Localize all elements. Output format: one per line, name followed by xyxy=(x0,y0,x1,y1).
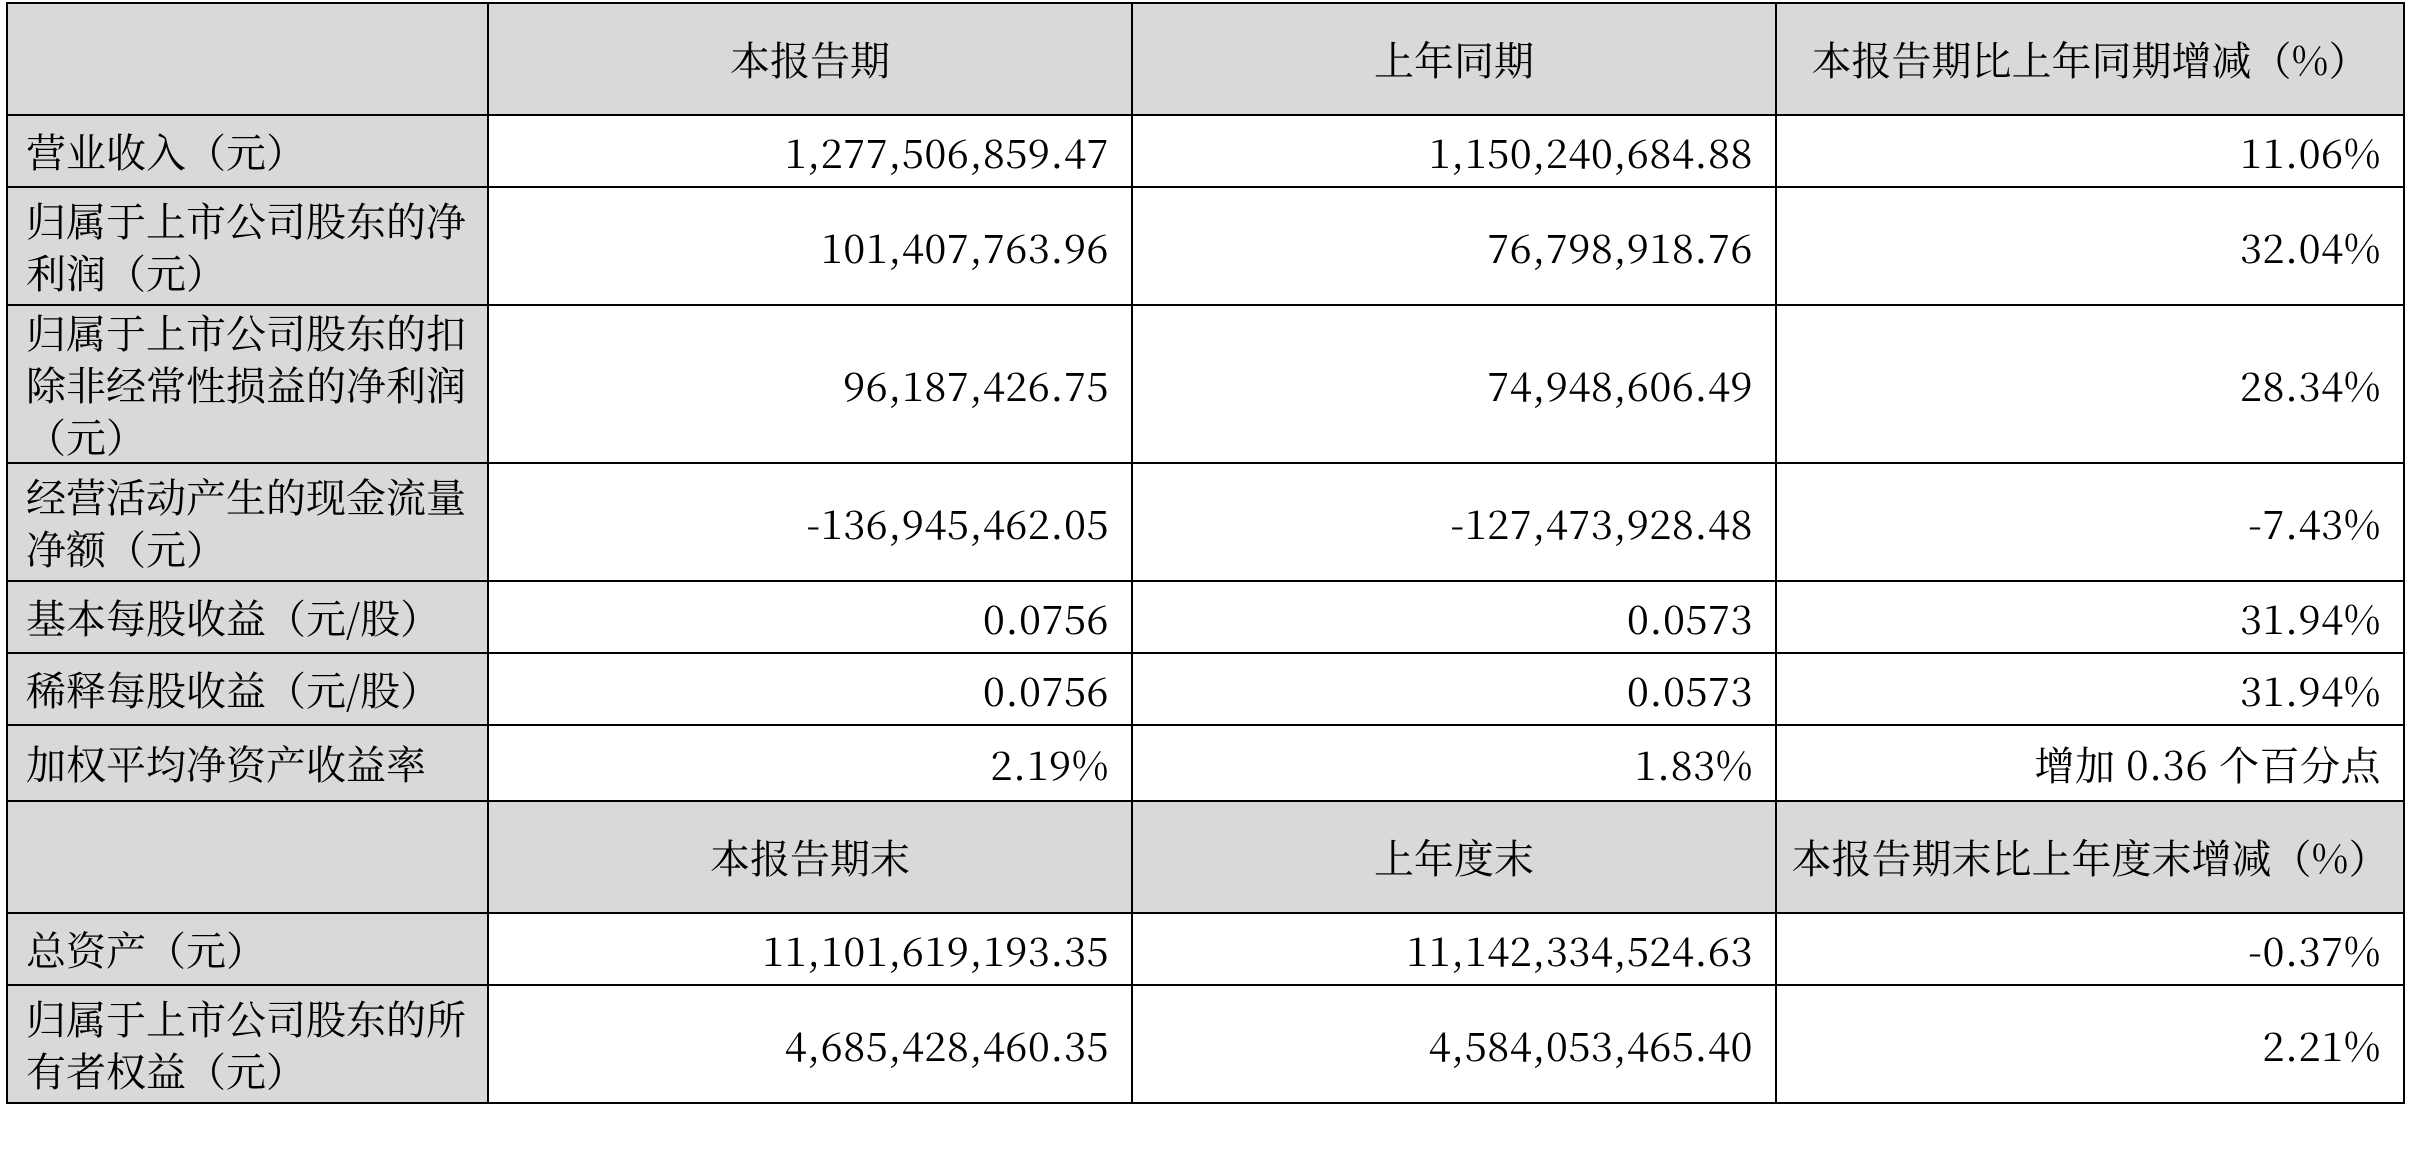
row-prior: 1,150,240,684.88 xyxy=(1132,115,1776,187)
row-current: -136,945,462.05 xyxy=(488,463,1132,581)
row-prior: 0.0573 xyxy=(1132,581,1776,653)
section2-h-prior: 上年度末 xyxy=(1132,801,1776,913)
row-label: 归属于上市公司股东的所有者权益（元） xyxy=(7,985,488,1103)
table-row: 经营活动产生的现金流量净额（元） -136,945,462.05 -127,47… xyxy=(7,463,2404,581)
row-prior: 74,948,606.49 xyxy=(1132,305,1776,463)
row-change: 31.94% xyxy=(1776,581,2404,653)
row-change: 31.94% xyxy=(1776,653,2404,725)
row-label: 加权平均净资产收益率 xyxy=(7,725,488,801)
table-row: 稀释每股收益（元/股） 0.0756 0.0573 31.94% xyxy=(7,653,2404,725)
row-current: 0.0756 xyxy=(488,581,1132,653)
row-current: 11,101,619,193.35 xyxy=(488,913,1132,985)
table-row: 加权平均净资产收益率 2.19% 1.83% 增加 0.36 个百分点 xyxy=(7,725,2404,801)
row-label: 总资产（元） xyxy=(7,913,488,985)
section2-h-blank xyxy=(7,801,488,913)
financial-summary-table: 本报告期 上年同期 本报告期比上年同期增减（%） 营业收入（元） 1,277,5… xyxy=(6,2,2405,1104)
section2-h-current: 本报告期末 xyxy=(488,801,1132,913)
row-prior: 76,798,918.76 xyxy=(1132,187,1776,305)
row-label: 归属于上市公司股东的扣除非经常性损益的净利润（元） xyxy=(7,305,488,463)
row-current: 96,187,426.75 xyxy=(488,305,1132,463)
table-row: 营业收入（元） 1,277,506,859.47 1,150,240,684.8… xyxy=(7,115,2404,187)
row-current: 1,277,506,859.47 xyxy=(488,115,1132,187)
table-row: 归属于上市公司股东的所有者权益（元） 4,685,428,460.35 4,58… xyxy=(7,985,2404,1103)
row-label: 营业收入（元） xyxy=(7,115,488,187)
section2-header-row: 本报告期末 上年度末 本报告期末比上年度末增减（%） xyxy=(7,801,2404,913)
row-current: 2.19% xyxy=(488,725,1132,801)
row-change: 2.21% xyxy=(1776,985,2404,1103)
row-prior: 11,142,334,524.63 xyxy=(1132,913,1776,985)
row-change: -0.37% xyxy=(1776,913,2404,985)
row-prior: 0.0573 xyxy=(1132,653,1776,725)
row-label: 归属于上市公司股东的净利润（元） xyxy=(7,187,488,305)
table-row: 基本每股收益（元/股） 0.0756 0.0573 31.94% xyxy=(7,581,2404,653)
table-row: 总资产（元） 11,101,619,193.35 11,142,334,524.… xyxy=(7,913,2404,985)
row-prior: 4,584,053,465.40 xyxy=(1132,985,1776,1103)
section1-h-current: 本报告期 xyxy=(488,3,1132,115)
row-change: -7.43% xyxy=(1776,463,2404,581)
section1-h-prior: 上年同期 xyxy=(1132,3,1776,115)
table-row: 归属于上市公司股东的净利润（元） 101,407,763.96 76,798,9… xyxy=(7,187,2404,305)
row-change: 增加 0.36 个百分点 xyxy=(1776,725,2404,801)
row-prior: -127,473,928.48 xyxy=(1132,463,1776,581)
row-current: 4,685,428,460.35 xyxy=(488,985,1132,1103)
section1-h-change: 本报告期比上年同期增减（%） xyxy=(1776,3,2404,115)
row-prior: 1.83% xyxy=(1132,725,1776,801)
section1-header-row: 本报告期 上年同期 本报告期比上年同期增减（%） xyxy=(7,3,2404,115)
section2-h-change: 本报告期末比上年度末增减（%） xyxy=(1776,801,2404,913)
table-row: 归属于上市公司股东的扣除非经常性损益的净利润（元） 96,187,426.75 … xyxy=(7,305,2404,463)
row-change: 28.34% xyxy=(1776,305,2404,463)
row-label: 经营活动产生的现金流量净额（元） xyxy=(7,463,488,581)
row-current: 101,407,763.96 xyxy=(488,187,1132,305)
row-change: 32.04% xyxy=(1776,187,2404,305)
row-current: 0.0756 xyxy=(488,653,1132,725)
row-change: 11.06% xyxy=(1776,115,2404,187)
row-label: 基本每股收益（元/股） xyxy=(7,581,488,653)
row-label: 稀释每股收益（元/股） xyxy=(7,653,488,725)
section1-h-blank xyxy=(7,3,488,115)
